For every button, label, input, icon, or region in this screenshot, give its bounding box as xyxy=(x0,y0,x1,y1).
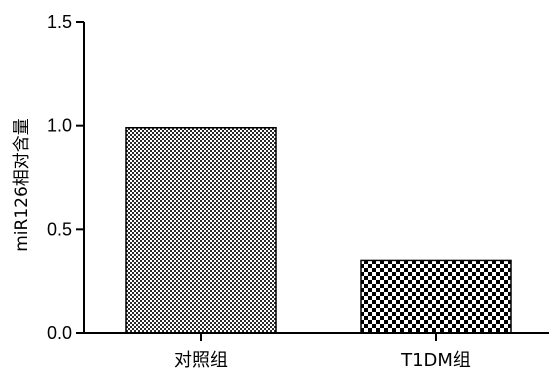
y-ticks-group: 0.0 0.5 1.0 1.5 xyxy=(47,12,84,343)
y-axis-title: miR126相对含量 xyxy=(12,118,32,252)
y-tick-label: 0.0 xyxy=(47,323,72,343)
y-tick-label: 1.0 xyxy=(47,116,72,136)
bar-1 xyxy=(360,259,512,334)
x-tick-label: T1DM组 xyxy=(400,350,471,371)
y-tick-label: 1.5 xyxy=(47,12,72,32)
x-ticks-group: 对照组 T1DM组 xyxy=(174,333,471,371)
y-tick-label: 0.5 xyxy=(47,219,72,239)
bars-group xyxy=(125,126,512,334)
bar-0 xyxy=(125,126,277,334)
x-tick-label: 对照组 xyxy=(174,350,228,371)
